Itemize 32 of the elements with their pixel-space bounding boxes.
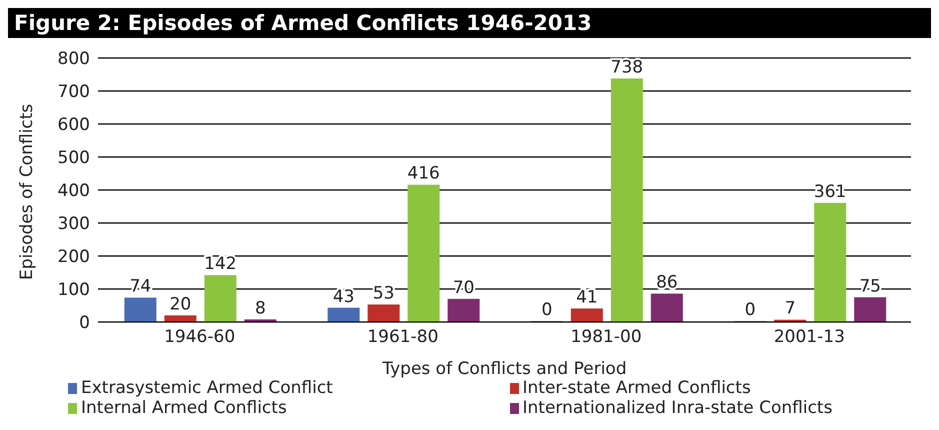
x-tick-label: 1946-60: [164, 327, 236, 348]
y-tick-label: 500: [58, 148, 90, 168]
data-label: 8: [254, 298, 266, 318]
legend-label: Internationalized Inra-state Conflicts: [522, 398, 832, 418]
x-tick-label: 2001-13: [774, 327, 845, 348]
y-tick-label: 600: [58, 115, 90, 136]
y-tick-label: 400: [58, 181, 90, 202]
data-label: 41: [576, 287, 598, 308]
data-label: 0: [744, 300, 756, 320]
y-tick-label: 200: [58, 247, 90, 268]
y-tick-label: 300: [58, 214, 90, 234]
data-label: 20: [170, 294, 192, 314]
data-label: 142: [204, 254, 237, 274]
legend-label: Extrasystemic Armed Conflict: [81, 378, 333, 398]
y-tick-label: 800: [58, 49, 90, 70]
data-label: 416: [407, 164, 440, 184]
y-tick-label: 100: [58, 280, 90, 300]
data-label: 86: [656, 272, 678, 293]
data-label: 43: [332, 286, 354, 307]
data-label: 53: [372, 284, 394, 304]
legend-label: Internal Armed Conflicts: [81, 398, 287, 418]
y-axis-title: Episodes of Conflicts: [17, 104, 38, 280]
x-axis-title: Types of Conflicts and Period: [381, 359, 627, 379]
chart-title: Figure 2: Episodes of Armed Conflicts 1946-2013: [8, 8, 931, 38]
x-tick-label: 1981-00: [570, 327, 642, 348]
data-label: 0: [541, 300, 552, 320]
data-label: 7: [784, 298, 796, 319]
x-tick-label: 1961-80: [367, 327, 438, 348]
y-tick-label: 700: [58, 82, 90, 102]
y-tick-label: 0: [79, 313, 90, 334]
legend-label: Inter-state Armed Conflicts: [522, 378, 751, 398]
data-label: 738: [610, 57, 644, 78]
